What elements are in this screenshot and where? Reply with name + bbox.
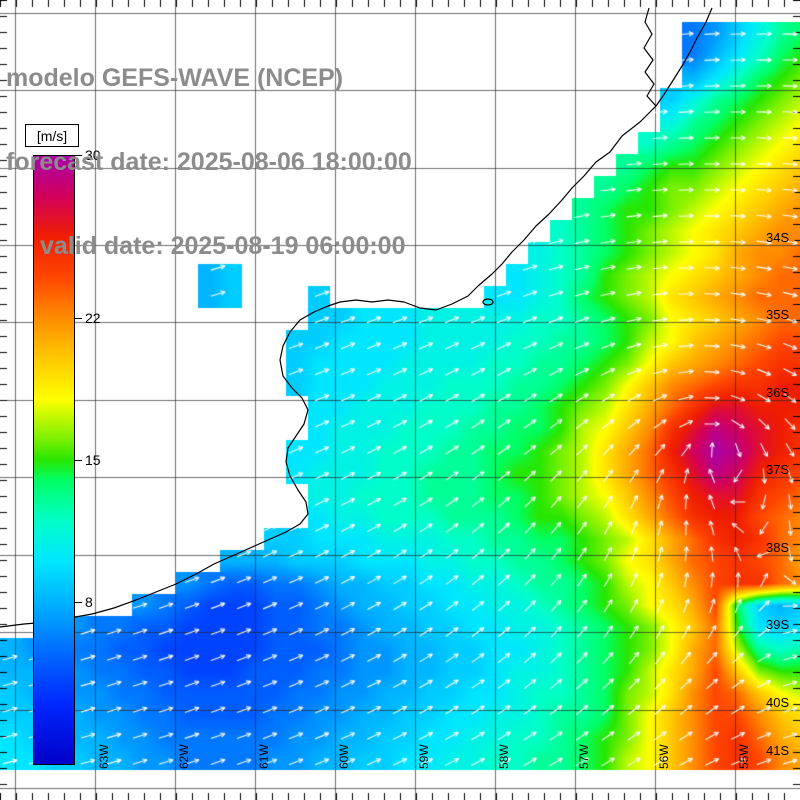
colorbar-unit-label: [m/s] [25,124,79,147]
lat-label: 37S [766,462,790,477]
lat-label: 36S [766,385,790,400]
lon-label: 57W [577,744,591,769]
colorbar-tick-label: 30 [85,147,101,163]
colorbar-tick-label: 15 [85,452,101,468]
colorbar-tick [75,317,82,319]
valid-date-label: valid date: 2025-08-19 06:00:00 [40,232,406,260]
lon-label: 63W [97,744,111,769]
lat-label: 38S [766,540,790,555]
colorbar-tick-label: 22 [85,309,101,326]
colorbar-tick-label: 8 [85,594,93,611]
lat-label: 40S [766,695,790,710]
lon-label: 60W [337,744,351,769]
lon-label: 56W [657,744,671,769]
colorbar-tick [75,602,82,604]
lon-label: 59W [417,744,431,769]
lat-label: 41S [766,743,790,758]
coastline-path [0,7,713,628]
lat-label: 35S [766,307,790,322]
colorbar-tick [75,155,82,156]
lat-label: 39S [766,617,790,632]
colorbar-tick [75,460,82,461]
colorbar-gradient [33,155,75,765]
model-title: modelo GEFS-WAVE (NCEP) [6,64,344,92]
lon-label: 61W [257,744,271,769]
lon-label: 58W [497,744,511,769]
lon-label: 62W [177,744,191,769]
lat-label: 34S [766,230,790,245]
header: modelo GEFS-WAVE (NCEP) forecast date: 2… [6,8,412,316]
lon-label: 55W [737,744,751,769]
forecast-date-label: forecast date: 2025-08-06 18:00:00 [6,148,412,176]
